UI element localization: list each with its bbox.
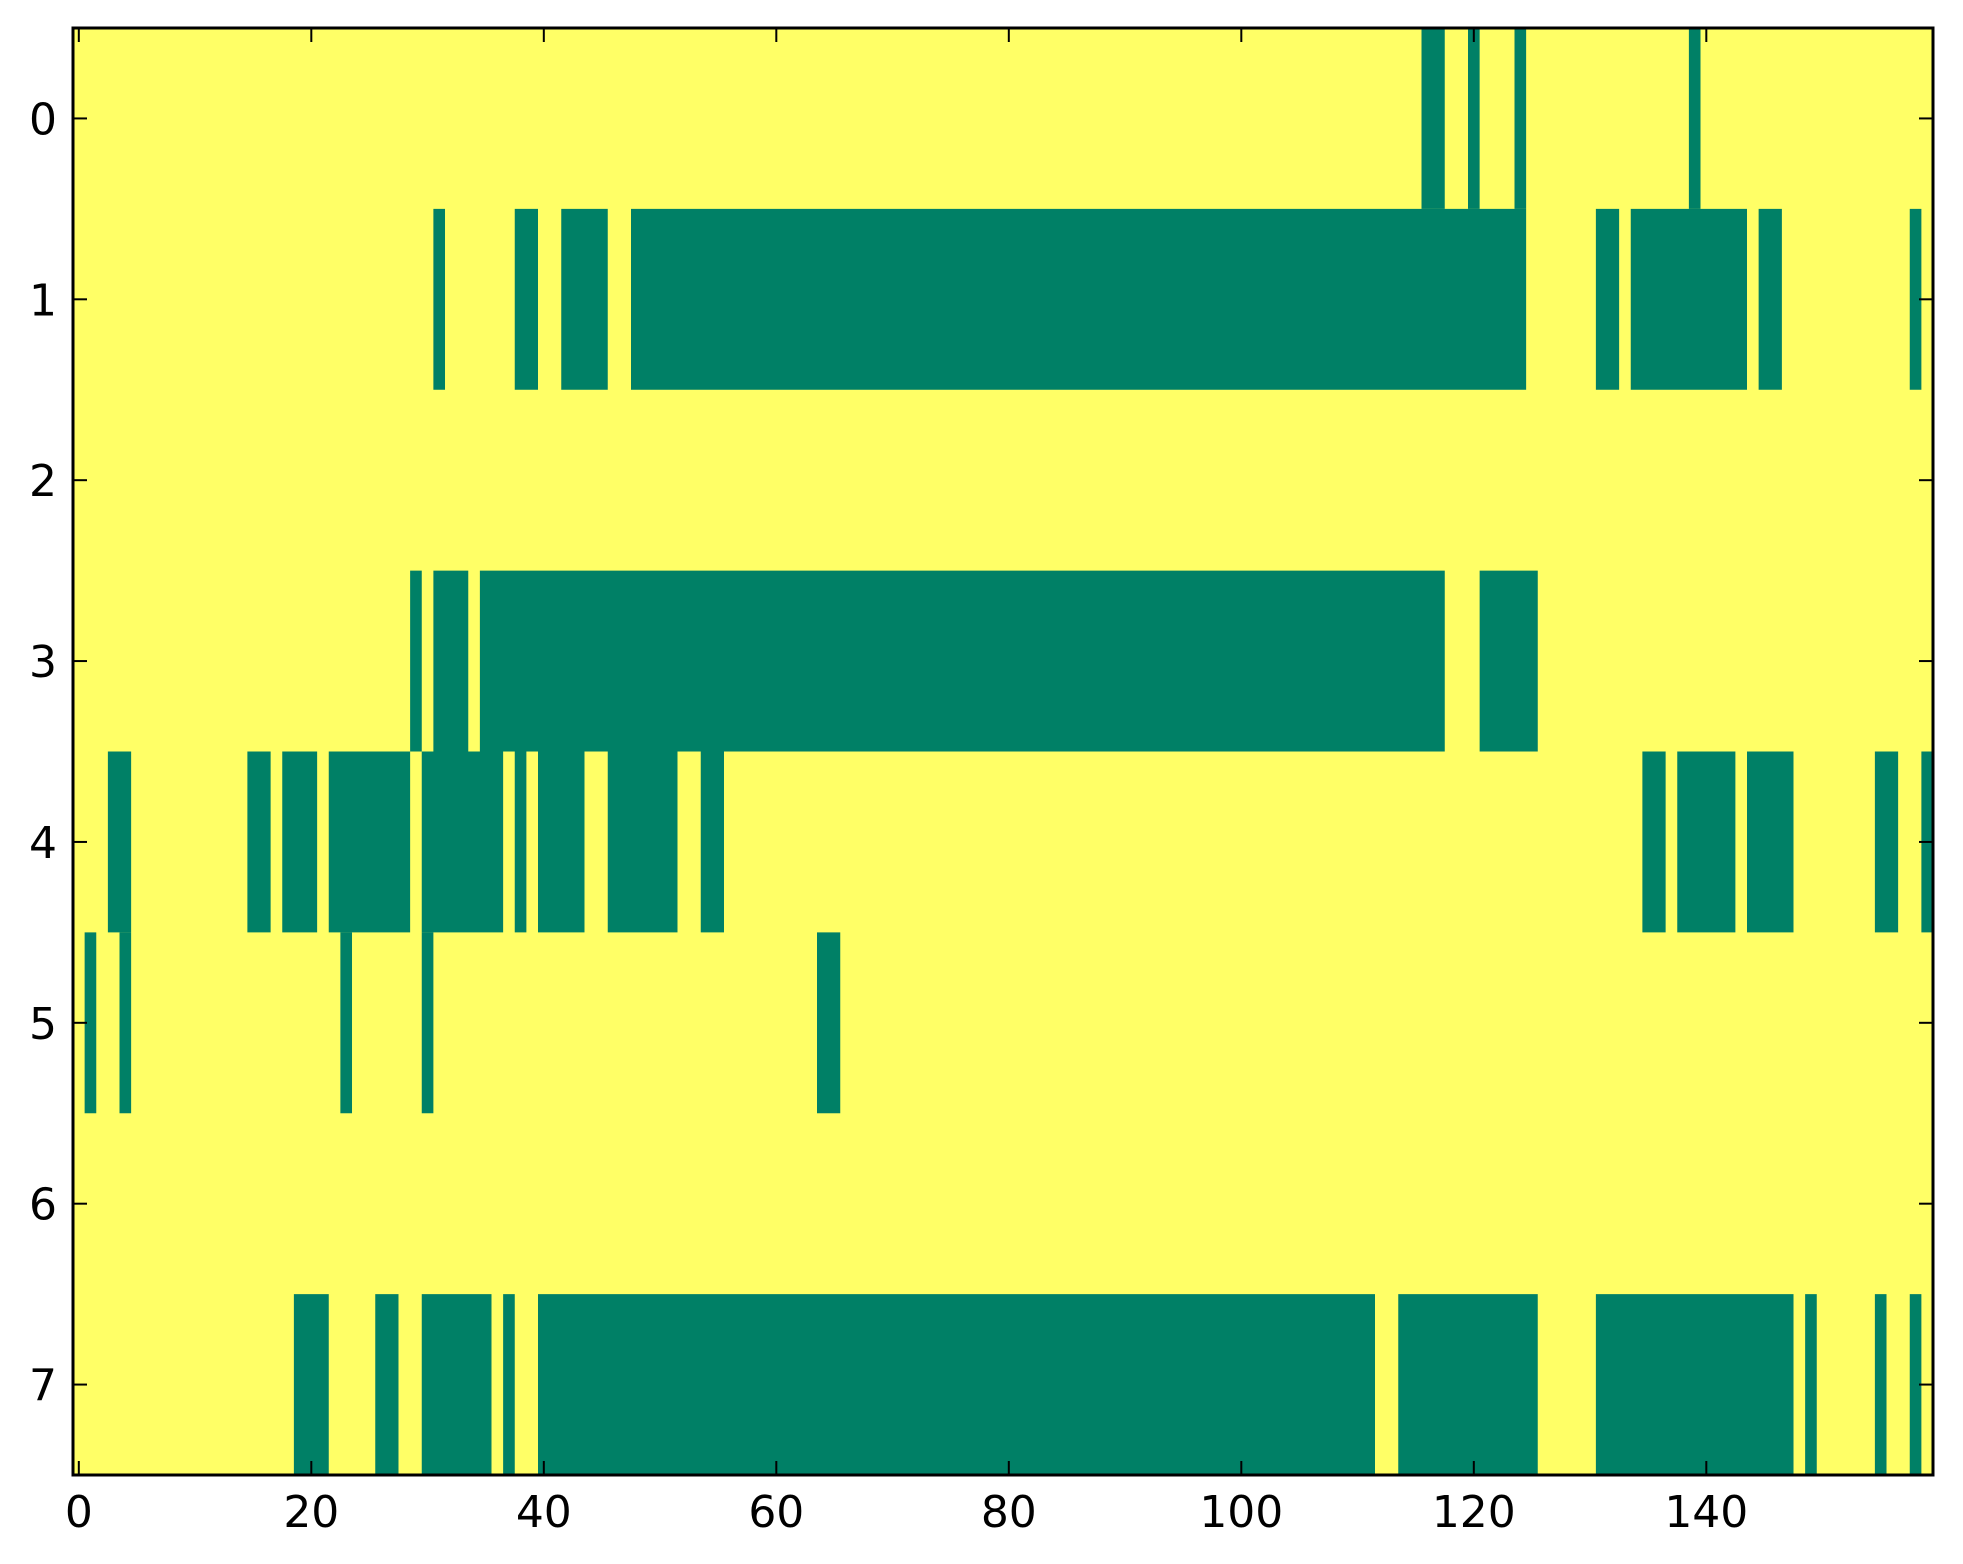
x-tick-label-1: 20 xyxy=(283,1487,339,1538)
heatmap-cell-row1-6 xyxy=(1758,208,1782,390)
heatmap-cell-row1-0 xyxy=(433,208,446,390)
heatmap-cell-row4-2 xyxy=(282,751,318,933)
y-tick-label-1: 1 xyxy=(29,275,57,326)
heatmap-cell-row4-0 xyxy=(107,751,132,933)
heatmap-cell-row0-2 xyxy=(1514,28,1527,209)
heatmap-cell-row7-2 xyxy=(421,1294,492,1476)
axis-ticks xyxy=(73,28,1933,1475)
x-tick-label-0: 0 xyxy=(65,1487,93,1538)
x-tick-label-3: 60 xyxy=(748,1487,804,1538)
heatmap-cell-row1-3 xyxy=(631,208,1527,390)
heatmap-cell-row7-5 xyxy=(1398,1294,1538,1476)
y-tick-label-5: 5 xyxy=(29,999,57,1050)
heatmap-cell-row5-2 xyxy=(340,932,353,1114)
heatmap-cell-row5-0 xyxy=(84,932,97,1114)
heatmap-cell-row4-9 xyxy=(1642,751,1666,933)
heatmap-cell-row0-0 xyxy=(1421,28,1445,209)
heatmap-cell-row7-9 xyxy=(1909,1294,1922,1476)
x-tick-label-5: 100 xyxy=(1199,1487,1283,1538)
x-tick-label-2: 40 xyxy=(516,1487,572,1538)
heatmap-cell-row4-6 xyxy=(538,751,585,933)
heatmap-cell-row7-7 xyxy=(1805,1294,1817,1476)
heatmap-cell-row3-2 xyxy=(479,570,1445,752)
heatmap-cell-row7-1 xyxy=(375,1294,399,1476)
x-tick-label-6: 120 xyxy=(1432,1487,1516,1538)
y-tick-label-3: 3 xyxy=(29,637,57,688)
heatmap-cell-row7-4 xyxy=(538,1294,1375,1476)
x-tick-label-4: 80 xyxy=(981,1487,1037,1538)
heatmap-cell-row7-3 xyxy=(503,1294,515,1476)
heatmap-cell-row4-1 xyxy=(247,751,271,933)
heatmap-cell-row5-1 xyxy=(119,932,132,1114)
heatmap-cell-row4-3 xyxy=(328,751,411,933)
heatmap-cell-row3-0 xyxy=(410,570,422,752)
axes-frame xyxy=(71,26,1935,1477)
heatmap-cell-row5-3 xyxy=(421,932,434,1114)
y-tick-label-0: 0 xyxy=(29,94,57,145)
heatmap-cell-row4-8 xyxy=(700,751,724,933)
heatmap-cell-row4-5 xyxy=(514,751,527,933)
y-tick-label-7: 7 xyxy=(29,1361,57,1412)
heatmap-cell-row4-11 xyxy=(1747,751,1794,933)
heatmap-cell-row1-7 xyxy=(1909,208,1922,390)
heatmap-cell-row1-5 xyxy=(1630,208,1747,390)
heatmap-cell-row7-6 xyxy=(1595,1294,1794,1476)
y-tick-label-4: 4 xyxy=(29,818,57,869)
x-tick-label-7: 140 xyxy=(1664,1487,1748,1538)
heatmap-cell-row0-3 xyxy=(1688,28,1701,209)
y-tick-label-6: 6 xyxy=(29,1180,57,1231)
heatmap-cell-row1-2 xyxy=(561,208,608,390)
heatmap-cell-row3-3 xyxy=(1479,570,1538,752)
heatmap-cell-row4-12 xyxy=(1874,751,1899,933)
y-tick-label-2: 2 xyxy=(29,456,57,507)
x-tick-labels: 0 20 40 60 80 100 120 140 xyxy=(65,1487,1748,1538)
heatmap-cells xyxy=(84,28,1934,1476)
heatmap-cell-row4-7 xyxy=(607,751,678,933)
heatmap-cell-row4-4 xyxy=(421,751,504,933)
heatmap-cell-row7-8 xyxy=(1874,1294,1887,1476)
heatmap-cell-row3-1 xyxy=(433,570,469,752)
heatmap-cell-row1-4 xyxy=(1595,208,1620,390)
heatmap-cell-row5-4 xyxy=(817,932,841,1114)
y-tick-labels: 0 1 2 3 4 5 6 7 xyxy=(29,94,57,1411)
heatmap-cell-row4-10 xyxy=(1677,751,1736,933)
heatmap-cell-row0-1 xyxy=(1468,28,1480,209)
heatmap-cell-row1-1 xyxy=(514,208,538,390)
heatmap-cell-row7-0 xyxy=(293,1294,329,1476)
